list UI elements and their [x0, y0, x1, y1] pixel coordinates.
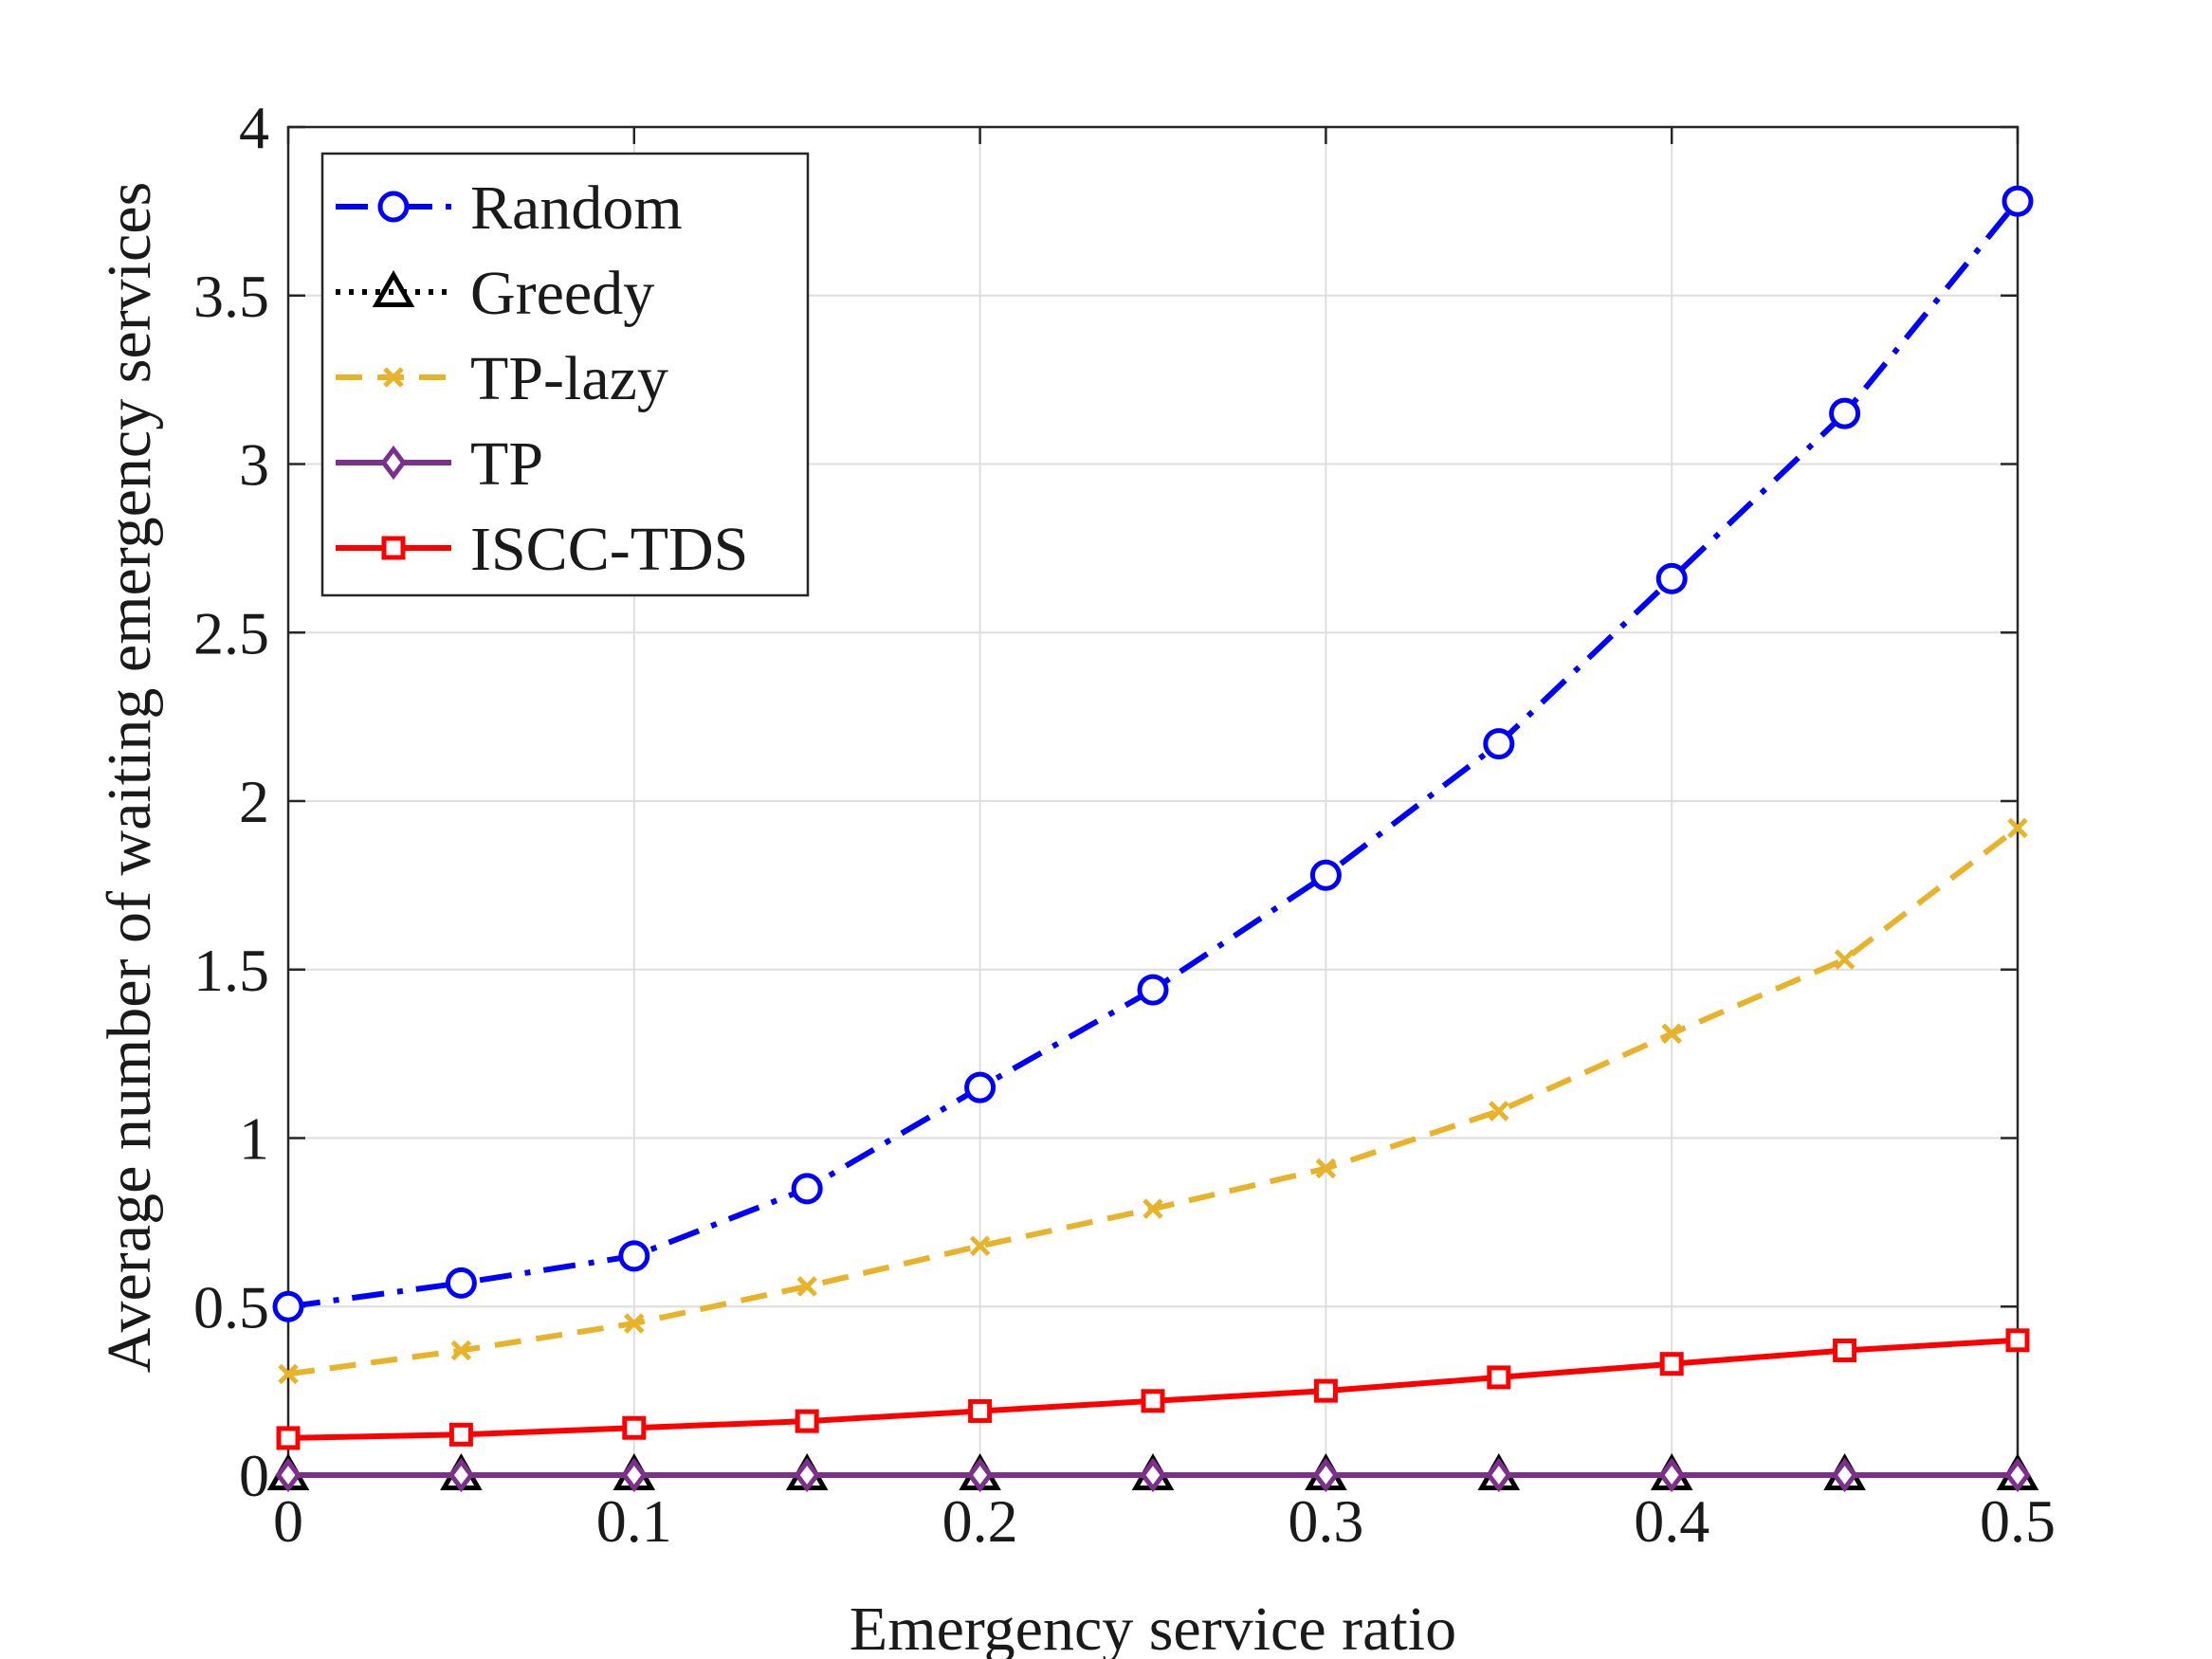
data-point-tp-lazy: [1315, 1158, 1337, 1179]
data-point-random: [618, 1240, 650, 1272]
data-point-iscc-tds: [276, 1426, 301, 1450]
data-point-tp-lazy: [2007, 817, 2028, 839]
y-tick-label: 0: [239, 1442, 269, 1509]
data-point-iscc-tds: [1659, 1352, 1684, 1376]
x-tick-label: 0.4: [1634, 1487, 1709, 1555]
data-point-iscc-tds: [968, 1398, 993, 1423]
data-point-tp: [794, 1457, 820, 1493]
data-point-random: [445, 1267, 477, 1299]
legend-label-tp-lazy: TP-lazy: [470, 344, 668, 413]
legend: Random Greedy TP-lazy TP ISCC-TDS: [320, 152, 810, 597]
y-tick-label: 3: [239, 431, 269, 499]
data-point-iscc-tds: [2005, 1328, 2030, 1353]
data-point-tp-lazy: [624, 1313, 645, 1334]
data-point-tp: [1658, 1457, 1685, 1493]
data-point-tp: [1312, 1457, 1340, 1493]
series-tp: [275, 1457, 2031, 1493]
data-point-iscc-tds: [1313, 1378, 1338, 1403]
data-point-tp-lazy: [450, 1340, 472, 1361]
legend-label-greedy: Greedy: [470, 259, 654, 328]
data-point-tp: [448, 1457, 475, 1493]
legend-label-random: Random: [470, 173, 683, 243]
legend-marker-random: [377, 191, 410, 223]
y-tick-label: 2: [239, 768, 269, 835]
data-point-iscc-tds: [795, 1409, 819, 1433]
y-tick-label: 3.5: [193, 263, 269, 330]
data-point-tp-lazy: [1834, 949, 1856, 970]
data-point-random: [791, 1173, 823, 1205]
data-point-tp-lazy: [1489, 1101, 1509, 1121]
x-tick-label: 0.2: [942, 1487, 1018, 1555]
x-axis-title: Emergency service ratio: [850, 1595, 1456, 1659]
legend-marker-tp-lazy: [383, 367, 404, 388]
data-point-tp: [1486, 1457, 1512, 1493]
legend-item-tp-lazy: TP-lazy: [336, 344, 668, 413]
legend-item-tp: TP: [336, 429, 543, 499]
x-tick-label: 0.1: [596, 1487, 672, 1555]
x-tick-label: 0.5: [1980, 1487, 2056, 1555]
data-point-tp: [275, 1457, 302, 1493]
series-tp-lazy: [278, 817, 2028, 1385]
x-tick-label: 0: [273, 1487, 303, 1555]
data-point-iscc-tds: [622, 1415, 647, 1440]
data-point-tp-lazy: [796, 1276, 817, 1297]
data-point-random: [1655, 562, 1688, 594]
data-point-iscc-tds: [1141, 1389, 1165, 1413]
data-point-random: [1829, 397, 1861, 429]
data-point-tp: [1140, 1457, 1166, 1493]
data-point-random: [2002, 185, 2034, 217]
data-point-tp: [621, 1457, 648, 1493]
data-point-random: [1137, 974, 1169, 1006]
legend-marker-iscc-tds: [381, 536, 406, 560]
data-point-iscc-tds: [1833, 1338, 1857, 1362]
y-tick-label: 1.5: [193, 937, 269, 1004]
data-point-random: [272, 1290, 304, 1322]
data-point-iscc-tds: [448, 1422, 473, 1447]
data-point-tp-lazy: [1143, 1198, 1163, 1219]
y-axis-title: Average number of waiting emergency serv…: [95, 182, 164, 1374]
data-point-iscc-tds: [1487, 1365, 1511, 1390]
series-iscc-tds: [276, 1328, 2030, 1450]
data-point-random: [964, 1071, 996, 1103]
legend-label-tp: TP: [470, 429, 543, 499]
data-point-tp: [1831, 1457, 1858, 1493]
legend-item-iscc-tds: ISCC-TDS: [336, 515, 748, 584]
data-point-tp-lazy: [969, 1235, 991, 1257]
y-tick-label: 2.5: [193, 599, 269, 666]
data-point-tp: [966, 1457, 994, 1493]
x-tick-label: 0.3: [1288, 1487, 1363, 1555]
data-point-random: [1309, 859, 1342, 891]
data-point-random: [1483, 728, 1515, 760]
y-tick-label: 0.5: [193, 1273, 269, 1340]
axis-ticks: 0 0.1 0.2 0.3 0.4 0.5 0 0.5 1 1.5 2 2.5 3 3.5 4: [193, 94, 2056, 1555]
data-point-tp-lazy: [1661, 1023, 1682, 1045]
series-group: [266, 185, 2039, 1493]
legend-marker-greedy: [372, 269, 415, 307]
y-tick-label: 4: [239, 94, 269, 161]
legend-marker-tp: [380, 445, 407, 481]
data-point-tp-lazy: [278, 1363, 299, 1385]
legend-label-iscc-tds: ISCC-TDS: [470, 515, 748, 584]
legend-item-greedy: Greedy: [336, 259, 654, 328]
legend-item-random: Random: [336, 173, 683, 243]
data-point-tp: [2004, 1457, 2031, 1493]
series-random: [272, 185, 2034, 1322]
y-tick-label: 1: [239, 1105, 269, 1173]
